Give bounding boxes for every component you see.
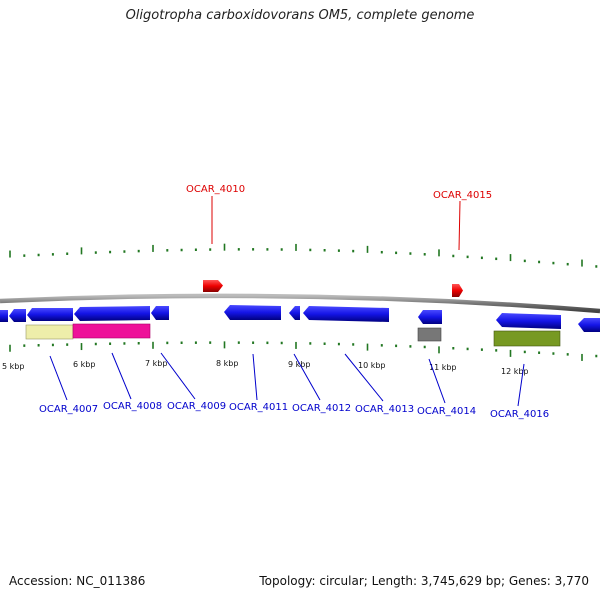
gene-blue-arrow-a[interactable] [9,309,26,322]
leader-line-ocar-4016 [517,363,525,407]
feature-block-yellow[interactable] [25,324,74,340]
gene-blue-arrow-g[interactable] [303,306,389,322]
gene-blue-arrow-c[interactable] [74,306,150,321]
gene-label-ocar-4008[interactable]: OCAR_4008 [103,401,162,412]
gene-blue-arrow-b[interactable] [27,308,73,321]
gene-blue-arrow-d[interactable] [151,306,169,320]
gene-ocar-4015-arrow[interactable] [452,284,463,297]
genome-backbone [0,293,600,314]
scale-label-6kbp: 6 kbp [73,360,95,369]
leader-line-ocar-4009 [160,352,196,400]
scale-label-7kbp: 7 kbp [145,359,167,368]
scale-label-11kbp: 11 kbp [429,363,457,372]
lower-tick-row [9,341,598,361]
leader-line-ocar-4008 [111,352,132,400]
gene-label-ocar-4016[interactable]: OCAR_4016 [490,409,549,420]
leader-line-ocar-4014 [428,358,446,404]
accession-text: Accession: NC_011386 [9,574,146,588]
gene-ocar-4010-arrow[interactable] [203,280,223,292]
gene-label-ocar-4009[interactable]: OCAR_4009 [167,401,226,412]
gene-blue-arrow-j[interactable] [578,318,600,332]
gene-label-ocar-4015[interactable]: OCAR_4015 [433,190,492,201]
feature-block-olive[interactable] [493,330,561,347]
gene-blue-arrow-h[interactable] [418,310,442,324]
gene-blue-arrow-f[interactable] [289,306,300,320]
leader-line-ocar-4013 [344,353,384,402]
gene-blue-arrow-i[interactable] [496,313,561,329]
topology-text: Topology: circular; Length: 3,745,629 bp… [259,574,589,588]
feature-block-gray[interactable] [417,327,442,342]
scale-label-9kbp: 9 kbp [288,360,310,369]
gene-label-ocar-4012[interactable]: OCAR_4012 [292,403,351,414]
feature-block-magenta[interactable] [72,323,151,339]
gene-label-ocar-4014[interactable]: OCAR_4014 [417,406,476,417]
gene-label-ocar-4010[interactable]: OCAR_4010 [186,184,245,195]
gene-blue-left-edge[interactable] [0,310,8,322]
scale-label-10kbp: 10 kbp [358,361,386,370]
gene-label-ocar-4007[interactable]: OCAR_4007 [39,404,98,415]
upper-tick-row [9,243,598,268]
scale-label-8kbp: 8 kbp [216,359,238,368]
leader-line-ocar-4011 [252,353,258,401]
gene-label-ocar-4011[interactable]: OCAR_4011 [229,402,288,413]
leader-line-ocar-4015 [458,200,461,251]
scale-label-5kbp: 5 kbp [2,362,24,371]
gene-label-ocar-4013[interactable]: OCAR_4013 [355,404,414,415]
leader-line-ocar-4012 [293,353,321,401]
gene-blue-arrow-e[interactable] [224,305,281,320]
leader-line-ocar-4007 [49,355,68,401]
genome-title: Oligotropha carboxidovorans OM5, complet… [125,8,475,23]
scale-label-12kbp: 12 kbp [501,367,529,376]
